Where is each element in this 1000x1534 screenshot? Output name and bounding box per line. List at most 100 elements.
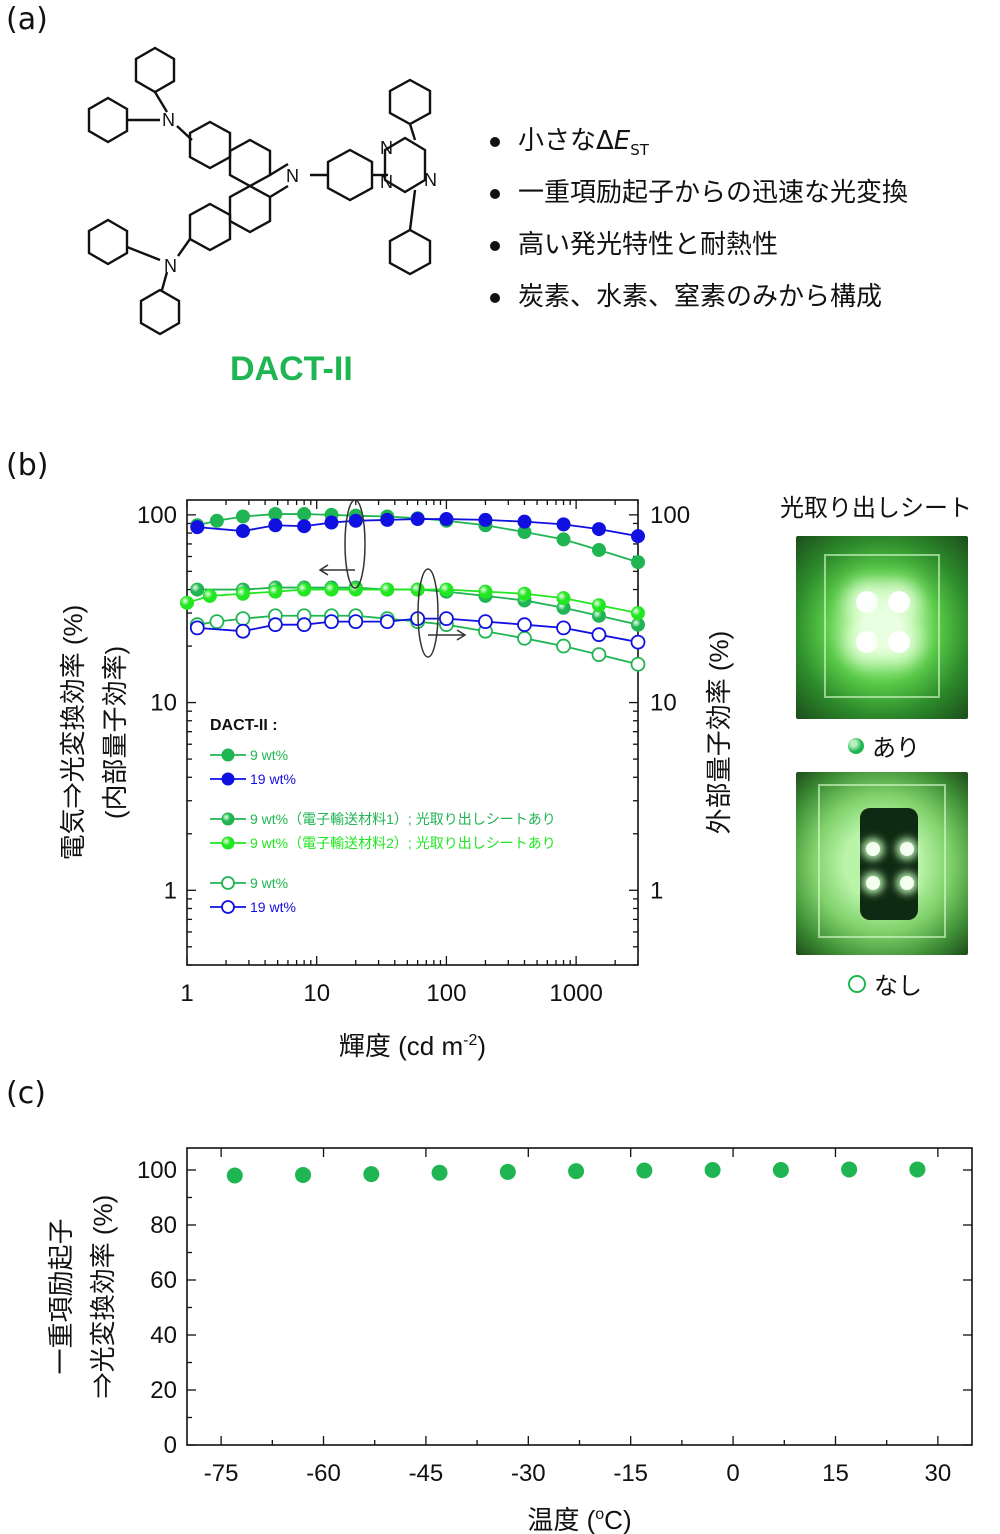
x-tick-label: 1 <box>180 980 193 1007</box>
y-tick-label: 20 <box>150 1377 177 1404</box>
data-point <box>235 623 251 639</box>
data-point <box>235 611 251 627</box>
data-point <box>591 627 607 643</box>
carbazole-n: N <box>286 166 299 186</box>
data-point <box>517 514 532 529</box>
x-tick-label: -75 <box>204 1460 239 1487</box>
without-sheet-text: なし <box>874 972 922 1000</box>
data-point <box>772 1162 789 1178</box>
x-tick-label: -15 <box>613 1460 648 1487</box>
data-point <box>439 512 454 527</box>
legend-label: 9 wt%（電子輸送材料1）; 光取り出しシートあり <box>250 811 556 827</box>
data-point <box>268 518 283 533</box>
feature-sub: ST <box>630 141 649 160</box>
data-point <box>380 512 395 527</box>
photo-with-sheet <box>796 536 968 719</box>
data-point <box>380 582 395 597</box>
feature-list: 小さなΔEST 一重項励起子からの迅速な光変換 高い発光特性と耐熱性 炭素、水素… <box>490 115 908 323</box>
data-point <box>631 529 645 544</box>
x-tick-label: 1000 <box>549 980 602 1007</box>
data-point <box>478 614 493 630</box>
y-tick-label-left: 100 <box>137 502 177 529</box>
data-point <box>630 656 646 672</box>
panel-a-label: (a) <box>6 2 48 37</box>
y-tick-label-left: 10 <box>150 690 177 717</box>
rotation-loop-left <box>344 499 366 589</box>
data-point <box>517 630 532 646</box>
panel-c-label: (c) <box>6 1076 46 1111</box>
data-point <box>499 1163 516 1180</box>
data-point <box>324 515 339 530</box>
y-axis-title-line2: ⇒光変換効率 (%) <box>88 1195 118 1399</box>
data-point <box>431 1164 448 1181</box>
feature-text: 一重項励起子からの迅速な光変換 <box>518 178 909 208</box>
legend-label: 9 wt% <box>250 875 288 891</box>
data-point <box>295 1166 312 1183</box>
filled-circle-icon <box>848 737 864 754</box>
data-point <box>209 513 224 528</box>
series-0 <box>226 1161 926 1184</box>
y-axis-title-line1: 一重項励起子 <box>46 1218 76 1374</box>
data-point <box>296 617 312 633</box>
data-point <box>631 617 645 632</box>
data-point <box>235 509 250 524</box>
series-5 <box>189 611 646 650</box>
data-point <box>631 606 645 621</box>
amine-n-top: N <box>162 110 175 130</box>
data-point <box>591 598 606 613</box>
data-point <box>189 620 205 636</box>
data-point <box>180 595 194 610</box>
data-point <box>235 586 250 601</box>
y-tick-label: 0 <box>164 1432 177 1459</box>
legend-item: 19 wt% <box>210 771 296 787</box>
data-point <box>631 555 645 570</box>
triazine-n3: N <box>380 172 393 192</box>
data-point <box>410 582 425 597</box>
data-point <box>591 647 607 663</box>
right-arrowhead <box>456 629 467 641</box>
data-point <box>556 638 571 654</box>
data-point <box>517 586 532 601</box>
dact-ii-structure: N N N N N N <box>87 46 437 336</box>
feature-item: 炭素、水素、窒素のみから構成 <box>490 271 908 323</box>
data-point <box>209 614 225 630</box>
x-axis-title-sup: o <box>595 1506 604 1523</box>
amine-n-bottom: N <box>164 256 177 276</box>
y-tick-label: 60 <box>150 1267 177 1294</box>
x-tick-label: 10 <box>303 980 330 1007</box>
series-3 <box>180 582 645 621</box>
series-1 <box>190 512 645 544</box>
data-point <box>363 1166 380 1183</box>
x-tick-label: 0 <box>726 1460 739 1487</box>
legend-item: 9 wt% <box>210 875 288 891</box>
open-circle-icon <box>848 974 866 993</box>
x-axis-title: 輝度 (cd m-2) <box>339 1031 486 1061</box>
x-tick-label: -45 <box>409 1460 444 1487</box>
legend-item: 9 wt%（電子輸送材料2）; 光取り出しシートあり <box>210 835 556 851</box>
data-point <box>190 582 205 597</box>
plot-frame <box>186 1147 973 1446</box>
legend-label: 19 wt% <box>250 771 296 787</box>
with-sheet-text: あり <box>872 734 920 762</box>
data-point <box>517 617 532 633</box>
legend-label: 9 wt% <box>250 747 288 763</box>
data-point <box>297 582 312 597</box>
data-point <box>297 519 312 534</box>
data-point <box>235 524 250 539</box>
x-tick-label: 30 <box>925 1460 952 1487</box>
feature-italic: E <box>613 126 631 156</box>
y-tick-label-right: 100 <box>650 502 690 529</box>
y-tick-label: 100 <box>137 1157 177 1184</box>
legend-label: 19 wt% <box>250 899 296 915</box>
triazine-n1: N <box>380 138 393 158</box>
legend-label: 9 wt%（電子輸送材料2）; 光取り出しシートあり <box>250 835 556 851</box>
data-point <box>221 876 235 890</box>
data-point <box>556 517 571 532</box>
y-axis-title-left: 電気⇒光変換効率 (%) <box>58 605 88 861</box>
data-point <box>226 1167 243 1184</box>
x-tick-label: 15 <box>822 1460 849 1487</box>
feature-item: 一重項励起子からの迅速な光変換 <box>490 167 908 219</box>
compound-name: DACT-II <box>230 350 353 388</box>
data-point <box>478 512 493 527</box>
data-point <box>202 588 217 603</box>
